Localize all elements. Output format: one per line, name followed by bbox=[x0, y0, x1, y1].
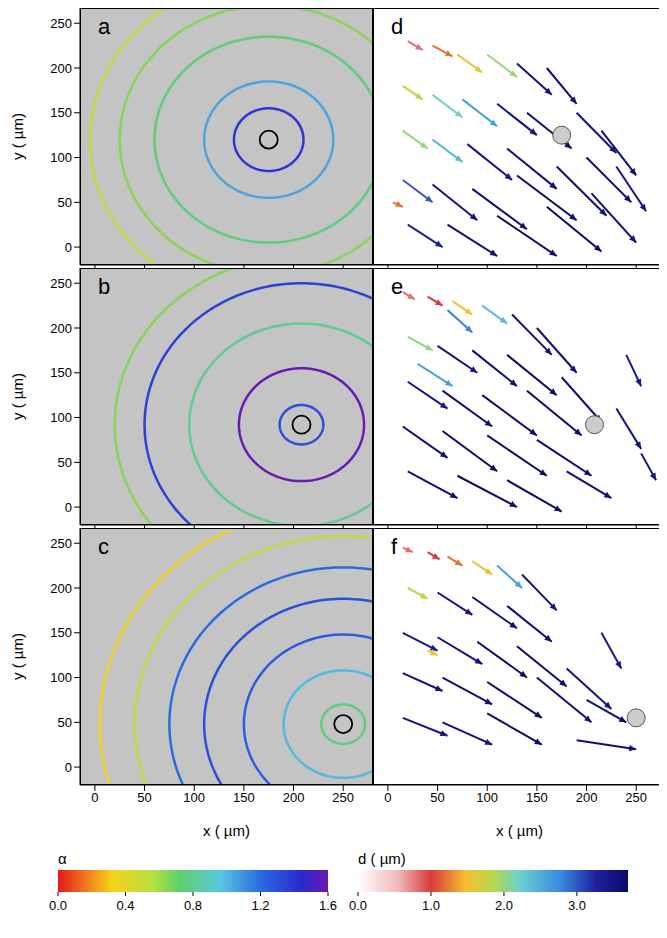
html-text:α: α bbox=[58, 850, 67, 867]
svg-text:200: 200 bbox=[50, 321, 72, 336]
svg-text:50: 50 bbox=[430, 790, 444, 805]
svg-text:250: 250 bbox=[50, 276, 72, 291]
svg-text:x ( µm): x ( µm) bbox=[496, 822, 543, 839]
html-text:a: a bbox=[98, 14, 111, 39]
svg-text:150: 150 bbox=[50, 625, 72, 640]
svg-text:2.0: 2.0 bbox=[495, 898, 513, 913]
svg-text:100: 100 bbox=[50, 150, 72, 165]
svg-text:100: 100 bbox=[50, 410, 72, 425]
svg-text:0: 0 bbox=[65, 500, 72, 515]
svg-text:x ( µm): x ( µm) bbox=[203, 822, 250, 839]
svg-text:200: 200 bbox=[576, 790, 598, 805]
svg-text:0: 0 bbox=[384, 790, 391, 805]
svg-text:150: 150 bbox=[50, 365, 72, 380]
svg-text:0: 0 bbox=[65, 760, 72, 775]
svg-text:1.0: 1.0 bbox=[422, 898, 440, 913]
html-text:d ( µm): d ( µm) bbox=[358, 850, 406, 867]
svg-text:1.2: 1.2 bbox=[251, 898, 269, 913]
svg-text:100: 100 bbox=[183, 790, 205, 805]
svg-text:3.0: 3.0 bbox=[568, 898, 586, 913]
svg-text:0.0: 0.0 bbox=[49, 898, 67, 913]
svg-text:50: 50 bbox=[58, 455, 72, 470]
svg-text:250: 250 bbox=[50, 536, 72, 551]
svg-text:100: 100 bbox=[50, 670, 72, 685]
svg-text:0.8: 0.8 bbox=[184, 898, 202, 913]
html-text:d: d bbox=[391, 14, 404, 39]
svg-text:250: 250 bbox=[625, 790, 647, 805]
svg-text:50: 50 bbox=[137, 790, 151, 805]
svg-text:0: 0 bbox=[65, 240, 72, 255]
svg-text:50: 50 bbox=[58, 195, 72, 210]
html-text:c: c bbox=[98, 534, 109, 559]
svg-text:y ( µm): y ( µm) bbox=[9, 373, 26, 420]
html-text:b: b bbox=[98, 274, 111, 299]
html-text:e: e bbox=[391, 274, 404, 299]
svg-text:200: 200 bbox=[50, 61, 72, 76]
svg-text:0: 0 bbox=[91, 790, 98, 805]
svg-text:0.0: 0.0 bbox=[349, 898, 367, 913]
svg-text:200: 200 bbox=[283, 790, 305, 805]
svg-text:100: 100 bbox=[476, 790, 498, 805]
svg-text:250: 250 bbox=[50, 16, 72, 31]
svg-text:150: 150 bbox=[233, 790, 255, 805]
svg-text:150: 150 bbox=[50, 105, 72, 120]
svg-text:50: 50 bbox=[58, 715, 72, 730]
svg-text:150: 150 bbox=[526, 790, 548, 805]
svg-text:y ( µm): y ( µm) bbox=[9, 633, 26, 680]
svg-text:y ( µm): y ( µm) bbox=[9, 113, 26, 160]
svg-text:250: 250 bbox=[332, 790, 354, 805]
svg-text:200: 200 bbox=[50, 581, 72, 596]
svg-text:1.6: 1.6 bbox=[319, 898, 337, 913]
svg-text:0.4: 0.4 bbox=[116, 898, 134, 913]
html-text:f: f bbox=[391, 534, 398, 559]
